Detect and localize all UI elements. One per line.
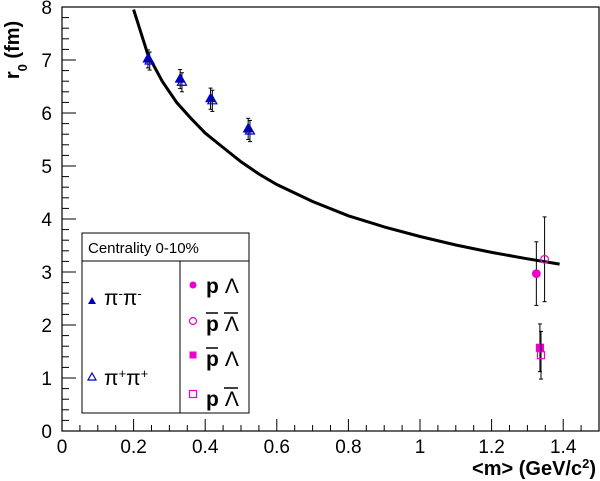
x-tick-label: 0.2 — [120, 437, 146, 458]
legend-marker-triangle-open — [86, 371, 98, 381]
data-point-square-filled — [535, 343, 545, 352]
y-tick-label: 0 — [41, 422, 52, 443]
data-point-square-open — [536, 351, 546, 360]
legend-marker-circle-filled — [189, 281, 197, 289]
legend-marker-square-filled — [189, 351, 197, 359]
legend-box — [81, 232, 250, 414]
x-axis-title: <m> (GeV/c2) — [472, 456, 596, 481]
data-point-triangle-open — [176, 76, 188, 86]
y-tick-label: 4 — [41, 210, 52, 231]
legend-marker-square-open — [188, 389, 198, 399]
data-point-circle-open — [540, 254, 549, 264]
model-curve-layer — [132, 9, 560, 266]
y-axis-ticks: 0 1 2 3 4 5 6 7 8 — [41, 0, 76, 443]
y-tick-label: 7 — [41, 51, 52, 72]
data-point-triangle-open — [144, 54, 156, 65]
data-point-triangle-open — [206, 94, 218, 105]
x-tick-label: 0 — [57, 437, 68, 458]
model-curve — [132, 9, 560, 266]
x-tick-label: 1.2 — [478, 437, 504, 458]
y-tick-label: 5 — [41, 157, 52, 178]
y-tick-label: 2 — [41, 316, 52, 337]
x-tick-label: 0.8 — [335, 437, 361, 458]
y-tick-label: 3 — [41, 263, 52, 284]
data-point-triangle-open — [244, 124, 256, 135]
y-axis-title: r0 (fm) — [2, 21, 30, 79]
legend-label-piplus: π+π+ — [104, 366, 148, 391]
x-axis-ticks: 0 0.2 0.4 0.6 0.8 1 1.2 1.4 — [57, 419, 600, 458]
y-tick-label: 1 — [41, 369, 52, 390]
x-tick-label: 0.4 — [192, 437, 219, 458]
y-tick-label: 6 — [41, 104, 52, 125]
x-tick-label: 1 — [415, 437, 426, 458]
legend-marker-triangle-filled — [88, 297, 96, 304]
legend-header: Centrality 0-10% — [88, 240, 199, 257]
legend-entry-piminus: π-π- — [88, 286, 142, 311]
legend-entry-piplus: π+π+ — [86, 366, 148, 391]
data-points-layer — [142, 49, 549, 380]
y-tick-label: 8 — [41, 0, 52, 19]
legend-label-piminus: π-π- — [104, 286, 142, 311]
legend-marker-circle-open — [188, 316, 198, 326]
x-tick-label: 0.6 — [264, 437, 290, 458]
x-tick-label: 1.4 — [550, 437, 577, 458]
data-point-circle-filled — [531, 269, 541, 278]
